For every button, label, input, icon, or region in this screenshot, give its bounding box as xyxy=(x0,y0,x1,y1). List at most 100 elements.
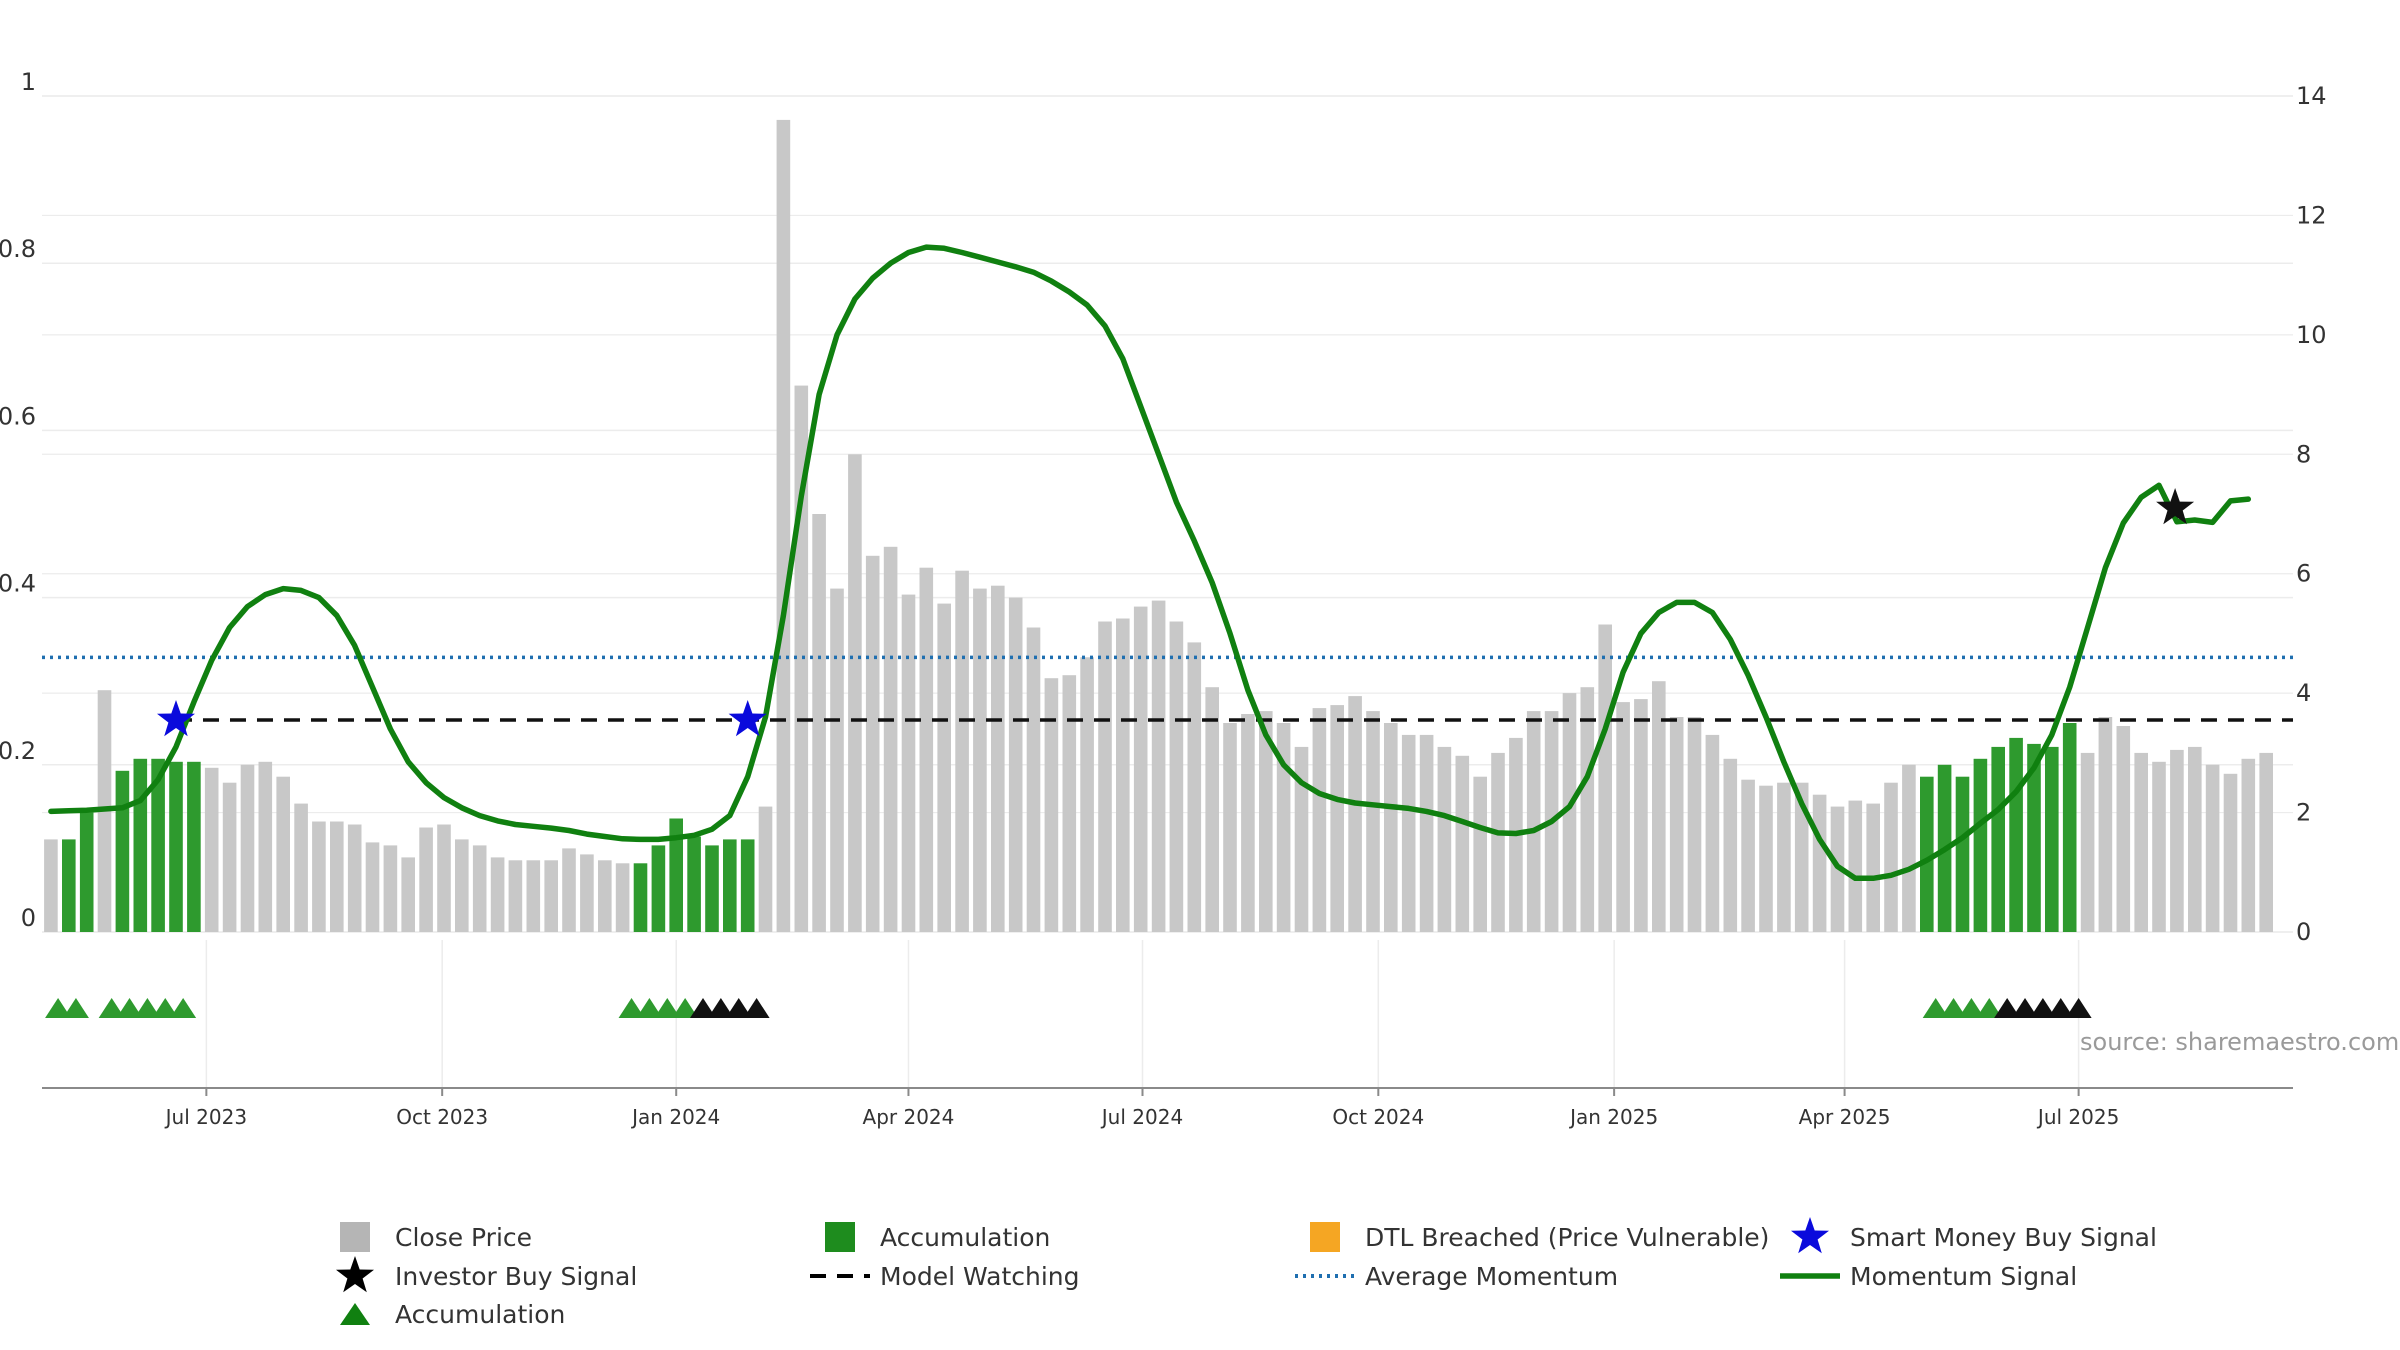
black-triangle-8 xyxy=(2065,998,2092,1018)
black-triangle-2 xyxy=(725,998,752,1018)
close-price-bar xyxy=(812,514,826,932)
close-price-bar xyxy=(758,806,773,932)
close-price-bar xyxy=(1848,800,1863,932)
black-triangle-6 xyxy=(2029,998,2056,1018)
close-price-bar xyxy=(1401,734,1416,932)
close-price-bar xyxy=(294,803,308,932)
close-price-bar xyxy=(1812,794,1827,932)
close-price-bar xyxy=(1437,746,1452,932)
legend-label: Momentum Signal xyxy=(1850,1262,2077,1291)
close-price-bar xyxy=(312,821,326,932)
legend-star xyxy=(1791,1217,1829,1254)
left-tick-label: 0.6 xyxy=(0,402,36,430)
accumulation-bar xyxy=(1955,776,1970,932)
legend-item: Model Watching xyxy=(810,1262,1080,1291)
close-price-bar xyxy=(2170,749,2184,932)
legend-square xyxy=(340,1222,370,1252)
close-price-bar xyxy=(1044,678,1059,932)
close-price-bar xyxy=(1133,606,1148,932)
close-price-bar xyxy=(1419,734,1434,932)
legend-item: DTL Breached (Price Vulnerable) xyxy=(1310,1222,1769,1252)
accumulation-triangle-5 xyxy=(152,998,179,1018)
close-price-bar xyxy=(2259,752,2273,932)
legend-square xyxy=(1310,1222,1340,1252)
close-price-bar xyxy=(1169,621,1184,932)
close-price-bar xyxy=(490,857,505,932)
signal-markers xyxy=(157,488,2195,737)
close-price-bar xyxy=(2080,752,2095,932)
accumulation-bar xyxy=(687,836,701,932)
right-tick-label: 10 xyxy=(2296,321,2327,349)
close-price-bar xyxy=(1723,758,1738,932)
close-price-bar xyxy=(1598,624,1612,932)
close-price-bar xyxy=(1151,600,1166,932)
close-price-bar xyxy=(1473,776,1487,932)
close-price-bar xyxy=(1634,699,1648,932)
close-price-bar xyxy=(580,854,594,932)
x-tick-label: Oct 2024 xyxy=(1332,1105,1424,1129)
close-price-bar xyxy=(1276,723,1291,932)
close-price-bar xyxy=(2223,773,2238,932)
close-price-bar xyxy=(1616,702,1630,932)
legend-label: Close Price xyxy=(395,1223,532,1252)
close-price-bar xyxy=(401,857,415,932)
accumulation-triangle-12 xyxy=(1940,998,1967,1018)
legend-label: Model Watching xyxy=(880,1262,1080,1291)
close-price-bar xyxy=(1223,723,1237,932)
accumulation-bar xyxy=(133,758,148,932)
close-price-bar xyxy=(1562,693,1577,932)
x-tick-label: Apr 2024 xyxy=(863,1105,955,1129)
close-price-bar xyxy=(330,821,344,932)
legend: Close Price Accumulation DTL Breached (Pri… xyxy=(336,1217,2157,1329)
close-price-bar xyxy=(562,848,576,932)
close-price-bar xyxy=(2241,758,2256,932)
right-tick-label: 12 xyxy=(2296,201,2327,229)
accumulation-bar xyxy=(169,761,183,932)
close-price-bar xyxy=(883,546,898,932)
close-price-bar xyxy=(1669,717,1684,932)
legend-label: Average Momentum xyxy=(1365,1262,1618,1291)
close-price-bar xyxy=(1491,752,1505,932)
right-tick-label: 14 xyxy=(2296,82,2327,110)
close-price-bar xyxy=(1526,711,1541,932)
close-price-bar xyxy=(1205,687,1219,932)
accumulation-bar xyxy=(651,845,666,932)
close-price-bar xyxy=(776,119,791,932)
close-price-bar xyxy=(44,839,58,932)
black-triangle-5 xyxy=(2012,998,2039,1018)
close-price-bar xyxy=(508,860,523,932)
right-tick-label: 0 xyxy=(2296,918,2311,946)
close-price-bar xyxy=(1187,642,1202,932)
close-price-bar xyxy=(2152,761,2166,932)
accumulation-triangle-1 xyxy=(62,998,89,1018)
left-tick-label: 0.8 xyxy=(0,235,36,263)
close-price-bar xyxy=(1026,627,1041,932)
close-price-bar xyxy=(2098,717,2113,932)
accumulation-bar xyxy=(2045,746,2059,932)
close-price-bar xyxy=(830,588,844,932)
close-price-bar xyxy=(1098,621,1112,932)
close-price-bar xyxy=(1866,803,1880,932)
accumulation-triangle-0 xyxy=(45,998,72,1018)
line-series xyxy=(42,244,2293,882)
close-price-bar xyxy=(1330,705,1344,932)
close-price-bar xyxy=(1759,785,1773,932)
accumulation-bar xyxy=(1973,758,1988,932)
black-triangle-7 xyxy=(2047,998,2074,1018)
close-price-bar xyxy=(2134,752,2148,932)
accumulation-bar xyxy=(633,863,648,932)
legend-label: Investor Buy Signal xyxy=(395,1262,637,1291)
accumulation-bar xyxy=(62,839,76,932)
close-price-bar xyxy=(437,824,451,932)
left-tick-label: 1 xyxy=(21,68,36,96)
close-price-bar xyxy=(544,860,558,932)
legend-label: Smart Money Buy Signal xyxy=(1850,1223,2157,1252)
accumulation-triangle-9 xyxy=(654,998,681,1018)
close-price-bar xyxy=(1348,696,1362,932)
accumulation-triangle-14 xyxy=(1976,998,2003,1018)
close-price-bar xyxy=(2205,764,2220,932)
right-tick-label: 8 xyxy=(2296,440,2311,468)
close-price-bar xyxy=(991,585,1005,932)
legend-label: Accumulation xyxy=(395,1300,565,1329)
